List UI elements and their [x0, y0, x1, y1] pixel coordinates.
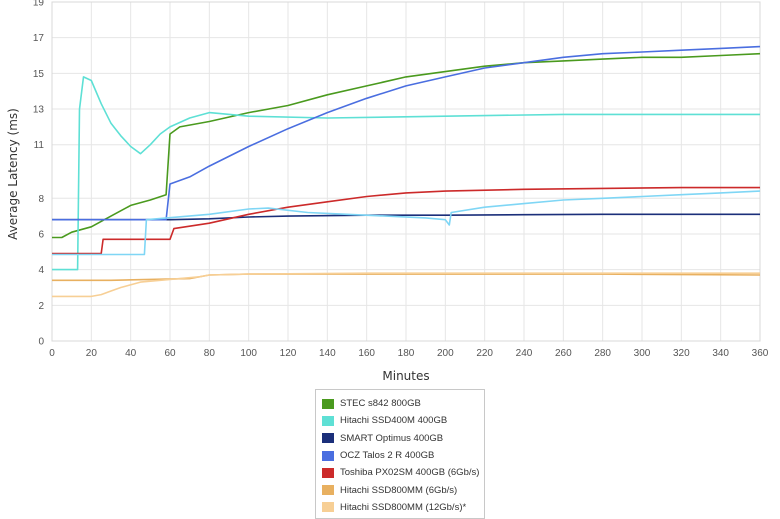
x-tick-labels: 0 20 40 60 80 100 120 140 160 180 200 220 240 260 280 3… — [49, 348, 769, 359]
grid-lines — [51, 1, 761, 342]
y-tick-label: 4 — [38, 265, 44, 276]
x-tick-label: 320 — [673, 348, 690, 359]
legend-swatch — [322, 398, 334, 409]
x-tick-label: 180 — [398, 348, 415, 359]
series-line-2 — [52, 76, 760, 271]
legend-label: Hitachi SSD800MM (12Gb/s)* — [340, 501, 467, 513]
legend-item: Hitachi SSD800MM (6Gb/s) — [322, 481, 484, 498]
x-tick-label: 200 — [437, 348, 454, 359]
chart-legend: STEC s842 800GB Hitachi SSD400M 400GB SMAR… — [315, 389, 485, 519]
x-axis-label: Minutes — [382, 369, 429, 383]
y-axis-label: Average Latency (ms) — [6, 108, 20, 240]
y-tick-label: 11 — [34, 140, 45, 151]
x-tick-label: 300 — [634, 348, 651, 359]
legend-label: Hitachi SSD400M 400GB — [340, 415, 448, 427]
y-tick-labels: 0 2 4 6 8 11 13 15 17 19 — [33, 0, 45, 348]
legend-swatch — [322, 450, 334, 461]
y-tick-label: 17 — [33, 33, 45, 44]
legend-label: Toshiba PX02SM 400GB (6Gb/s) — [340, 467, 480, 479]
y-tick-label: 15 — [33, 69, 45, 80]
plot-area — [51, 1, 761, 342]
legend-item: SMART Optimus 400GB — [322, 430, 484, 447]
legend-item: STEC s842 800GB — [322, 395, 484, 412]
legend-swatch — [322, 485, 334, 496]
x-tick-label: 60 — [164, 348, 176, 359]
series-line-4 — [52, 45, 761, 221]
legend-item: Toshiba PX02SM 400GB (6Gb/s) — [322, 464, 484, 481]
x-tick-label: 280 — [594, 348, 611, 359]
y-tick-label: 6 — [38, 229, 44, 240]
legend-item: OCZ Talos 2 R 400GB — [322, 447, 484, 464]
x-tick-label: 220 — [476, 348, 493, 359]
x-tick-label: 100 — [240, 348, 257, 359]
series-line-5 — [52, 186, 760, 255]
x-tick-label: 340 — [712, 348, 729, 359]
y-tick-label: 8 — [38, 194, 44, 205]
y-tick-label: 0 — [38, 337, 44, 348]
x-tick-label: 0 — [49, 348, 55, 359]
x-tick-label: 160 — [358, 348, 375, 359]
x-tick-label: 240 — [516, 348, 533, 359]
y-tick-label: 13 — [33, 105, 45, 116]
legend-swatch — [322, 415, 334, 426]
legend-label: STEC s842 800GB — [340, 398, 421, 410]
y-tick-label: 2 — [38, 301, 44, 312]
legend-swatch — [322, 502, 334, 513]
x-tick-label: 140 — [319, 348, 336, 359]
x-tick-label: 260 — [555, 348, 572, 359]
legend-item: Hitachi SSD800MM (12Gb/s)* — [322, 499, 484, 516]
legend-label: OCZ Talos 2 R 400GB — [340, 450, 435, 462]
x-tick-label: 80 — [204, 348, 216, 359]
x-tick-label: 120 — [280, 348, 297, 359]
legend-item: Hitachi SSD400M 400GB — [322, 412, 484, 429]
x-tick-label: 40 — [125, 348, 137, 359]
legend-swatch — [322, 467, 334, 478]
series-line-7 — [52, 272, 760, 298]
latency-chart: 0 2 4 6 8 11 13 15 17 19 0 20 40 60 80 100 120 140 160 180… — [6, 0, 769, 383]
legend-label: SMART Optimus 400GB — [340, 432, 444, 444]
series-lines — [52, 45, 761, 298]
x-tick-label: 20 — [86, 348, 98, 359]
series-line-1 — [52, 52, 761, 239]
series-line-8 — [52, 190, 761, 256]
y-tick-label: 19 — [33, 0, 45, 9]
legend-label: Hitachi SSD800MM (6Gb/s) — [340, 484, 458, 496]
legend-swatch — [322, 433, 334, 444]
x-tick-label: 360 — [752, 348, 769, 359]
